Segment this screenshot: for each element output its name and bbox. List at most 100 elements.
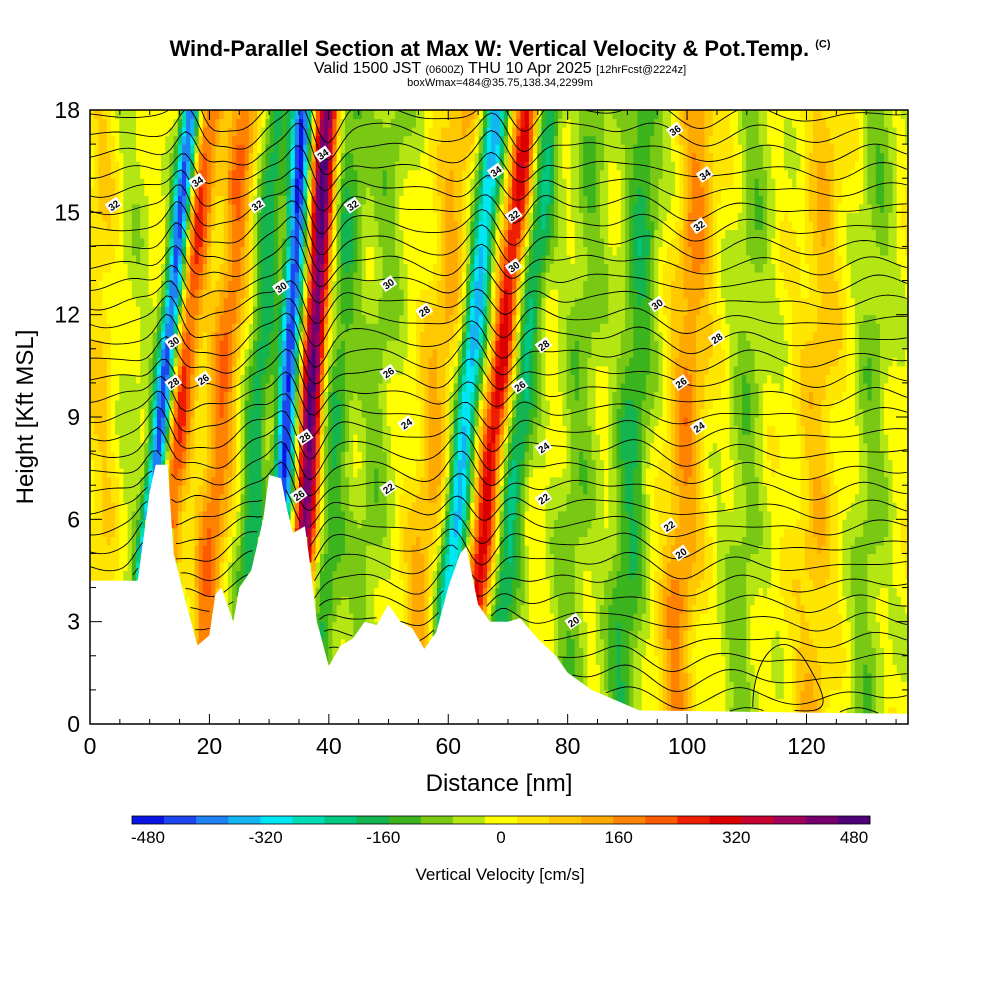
velocity-cell <box>156 408 162 418</box>
velocity-cell <box>319 476 325 486</box>
velocity-cell <box>416 237 421 247</box>
velocity-cell <box>173 297 179 307</box>
velocity-cell <box>123 314 129 324</box>
velocity-cell <box>244 536 250 546</box>
velocity-cell <box>186 110 191 120</box>
velocity-cell <box>207 306 212 316</box>
velocity-cell <box>131 263 137 273</box>
velocity-cell <box>407 553 413 563</box>
velocity-cell <box>399 604 405 614</box>
velocity-cell <box>453 110 459 120</box>
velocity-cell <box>328 169 333 179</box>
velocity-cell <box>307 255 313 265</box>
velocity-cell <box>173 408 179 418</box>
velocity-cell <box>202 169 208 179</box>
velocity-cell <box>299 246 304 256</box>
velocity-cell <box>156 459 162 469</box>
velocity-cell <box>411 135 417 145</box>
velocity-cell <box>177 468 183 478</box>
velocity-cell <box>190 553 196 563</box>
velocity-cell <box>286 391 292 401</box>
velocity-cell <box>123 476 129 486</box>
velocity-cell <box>420 340 425 350</box>
velocity-cell <box>399 220 405 230</box>
velocity-cell <box>336 220 342 230</box>
velocity-cell <box>307 382 313 392</box>
velocity-cell <box>441 229 446 239</box>
velocity-cell <box>303 169 308 179</box>
velocity-cell <box>315 562 321 572</box>
velocity-cell <box>290 459 296 469</box>
velocity-cell <box>273 374 279 384</box>
velocity-cell <box>265 408 271 418</box>
velocity-cell <box>278 212 283 222</box>
velocity-cell <box>98 152 104 162</box>
velocity-cell <box>257 493 262 503</box>
velocity-cell <box>345 553 350 563</box>
velocity-cell <box>94 485 99 495</box>
velocity-cell <box>315 399 321 409</box>
velocity-cell <box>336 613 342 623</box>
velocity-cell <box>278 425 283 435</box>
velocity-cell <box>94 382 99 392</box>
velocity-cell <box>374 186 379 196</box>
velocity-cell <box>290 118 296 128</box>
velocity-cell <box>390 178 396 188</box>
velocity-cell <box>303 306 308 316</box>
velocity-cell <box>261 203 267 213</box>
velocity-cell <box>441 263 446 273</box>
velocity-cell <box>324 476 329 486</box>
velocity-cell <box>190 365 196 375</box>
velocity-cell <box>428 280 434 290</box>
velocity-cell <box>457 357 463 367</box>
velocity-cell <box>432 186 438 196</box>
velocity-cell <box>403 451 409 461</box>
velocity-cell <box>127 357 133 367</box>
velocity-cell <box>236 562 242 572</box>
velocity-cell <box>382 161 388 171</box>
velocity-cell <box>365 246 371 256</box>
velocity-cell <box>223 468 229 478</box>
velocity-cell <box>110 169 116 179</box>
velocity-cell <box>432 289 438 299</box>
velocity-cell <box>441 152 446 162</box>
velocity-cell <box>119 536 125 546</box>
velocity-cell <box>324 510 329 520</box>
velocity-cell <box>436 442 442 452</box>
velocity-cell <box>349 152 354 162</box>
velocity-cell <box>257 374 262 384</box>
velocity-cell <box>173 357 179 367</box>
velocity-cell <box>395 331 400 341</box>
velocity-cell <box>441 280 446 290</box>
velocity-cell <box>94 544 99 554</box>
velocity-cell <box>102 246 108 256</box>
velocity-cell <box>449 314 455 324</box>
velocity-cell <box>294 391 300 401</box>
velocity-cell <box>248 348 254 358</box>
velocity-cell <box>294 502 300 512</box>
velocity-cell <box>290 272 296 282</box>
velocity-cell <box>223 536 229 546</box>
velocity-cell <box>194 280 200 290</box>
velocity-cell <box>273 442 279 452</box>
velocity-cell <box>253 289 258 299</box>
velocity-cell <box>382 459 388 469</box>
velocity-cell <box>102 186 108 196</box>
velocity-cell <box>374 263 379 273</box>
velocity-cell <box>436 212 442 222</box>
velocity-cell <box>177 365 183 375</box>
velocity-cell <box>432 596 438 606</box>
velocity-cell <box>374 579 379 589</box>
velocity-cell <box>357 493 363 503</box>
velocity-cell <box>190 135 196 145</box>
velocity-cell <box>399 152 405 162</box>
velocity-cell <box>215 152 221 162</box>
velocity-cell <box>311 399 317 409</box>
velocity-cell <box>215 579 221 589</box>
velocity-cell <box>232 502 237 512</box>
velocity-cell <box>106 186 112 196</box>
velocity-cell <box>278 118 283 128</box>
velocity-cell <box>349 519 354 529</box>
velocity-cell <box>152 186 158 196</box>
velocity-cell <box>253 314 258 324</box>
